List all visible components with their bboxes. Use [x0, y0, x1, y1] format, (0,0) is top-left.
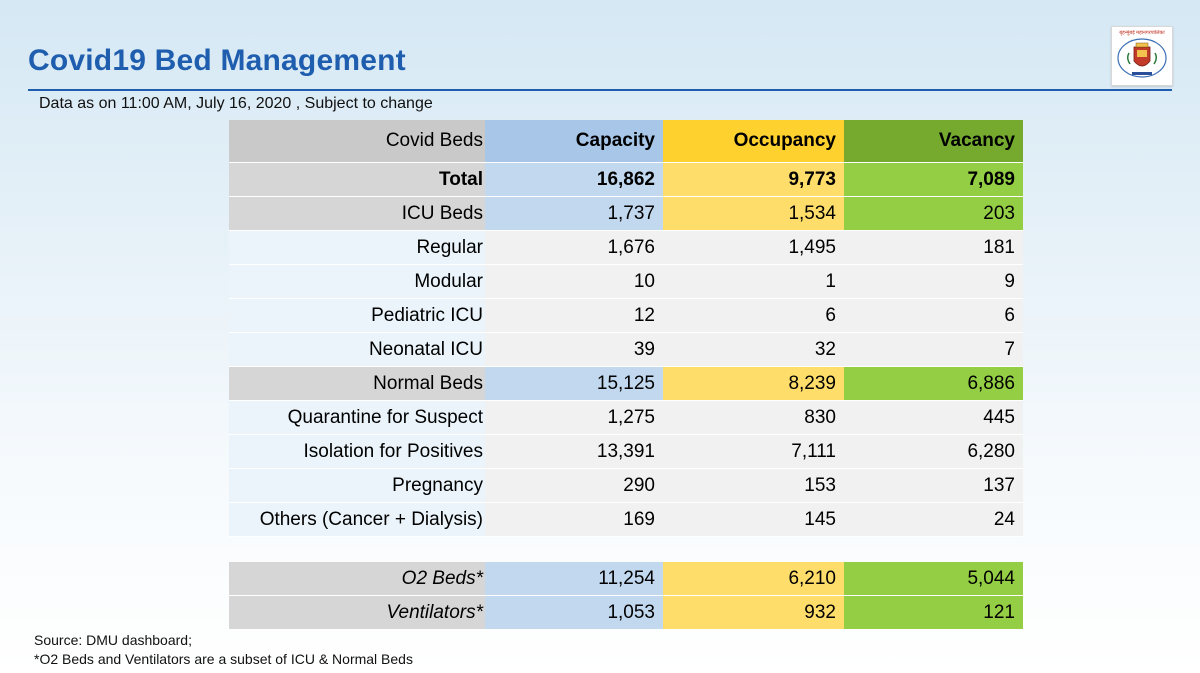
capacity-cell: 15,125	[485, 366, 663, 401]
page-title: Covid19 Bed Management	[28, 44, 406, 77]
column-header-occupancy: Occupancy	[663, 120, 844, 163]
row-label: Neonatal ICU	[229, 332, 485, 367]
capacity-cell: 10	[485, 264, 663, 299]
vacancy-cell: 7,089	[844, 162, 1023, 197]
column-header-vacancy: Vacancy	[844, 120, 1023, 163]
vacancy-cell: 445	[844, 400, 1023, 435]
row-label: Total	[229, 162, 485, 197]
data-timestamp: Data as on 11:00 AM, July 16, 2020 , Sub…	[39, 95, 433, 112]
capacity-cell: 13,391	[485, 434, 663, 469]
vacancy-cell: 181	[844, 230, 1023, 265]
occupancy-cell: 32	[663, 332, 844, 367]
oxygen-ventilator-table: O2 Beds* 11,254 6,210 5,044 Ventilators*…	[229, 562, 1023, 630]
row-label: Others (Cancer + Dialysis)	[229, 502, 485, 537]
occupancy-cell: 7,111	[663, 434, 844, 469]
occupancy-cell: 6,210	[663, 562, 844, 596]
capacity-cell: 39	[485, 332, 663, 367]
table-row: Pediatric ICU 12 6 6	[229, 298, 1023, 333]
row-label: Ventilators*	[229, 595, 485, 630]
occupancy-cell: 8,239	[663, 366, 844, 401]
occupancy-cell: 1	[663, 264, 844, 299]
capacity-cell: 169	[485, 502, 663, 537]
column-header-covid-beds: Covid Beds	[229, 120, 485, 163]
source-note: Source: DMU dashboard;	[34, 632, 192, 648]
row-label: O2 Beds*	[229, 562, 485, 596]
row-label: Pregnancy	[229, 468, 485, 503]
capacity-cell: 1,676	[485, 230, 663, 265]
capacity-cell: 16,862	[485, 162, 663, 197]
title-divider	[28, 89, 1172, 91]
row-label: Modular	[229, 264, 485, 299]
column-header-capacity: Capacity	[485, 120, 663, 163]
capacity-cell: 1,053	[485, 595, 663, 630]
occupancy-cell: 830	[663, 400, 844, 435]
vacancy-cell: 6,886	[844, 366, 1023, 401]
row-label: Regular	[229, 230, 485, 265]
occupancy-cell: 1,534	[663, 196, 844, 231]
table-row: Quarantine for Suspect 1,275 830 445	[229, 400, 1023, 435]
capacity-cell: 1,275	[485, 400, 663, 435]
table-row-ventilators: Ventilators* 1,053 932 121	[229, 595, 1023, 630]
table-row: Modular 10 1 9	[229, 264, 1023, 299]
capacity-cell: 12	[485, 298, 663, 333]
occupancy-cell: 1,495	[663, 230, 844, 265]
table-row-total: Total 16,862 9,773 7,089	[229, 162, 1023, 197]
bed-table: Covid Beds Capacity Occupancy Vacancy To…	[229, 120, 1023, 537]
vacancy-cell: 137	[844, 468, 1023, 503]
vacancy-cell: 203	[844, 196, 1023, 231]
vacancy-cell: 24	[844, 502, 1023, 537]
capacity-cell: 11,254	[485, 562, 663, 596]
vacancy-cell: 7	[844, 332, 1023, 367]
occupancy-cell: 932	[663, 595, 844, 630]
vacancy-cell: 6	[844, 298, 1023, 333]
occupancy-cell: 153	[663, 468, 844, 503]
table-row: Neonatal ICU 39 32 7	[229, 332, 1023, 367]
occupancy-cell: 9,773	[663, 162, 844, 197]
row-label: Isolation for Positives	[229, 434, 485, 469]
capacity-cell: 1,737	[485, 196, 663, 231]
row-label: Quarantine for Suspect	[229, 400, 485, 435]
occupancy-cell: 145	[663, 502, 844, 537]
vacancy-cell: 5,044	[844, 562, 1023, 596]
table-row: Pregnancy 290 153 137	[229, 468, 1023, 503]
row-label: Pediatric ICU	[229, 298, 485, 333]
occupancy-cell: 6	[663, 298, 844, 333]
capacity-cell: 290	[485, 468, 663, 503]
municipal-crest-icon: बृहन्मुंबई महानगरपालिका	[1111, 26, 1173, 86]
table-row-normal-beds: Normal Beds 15,125 8,239 6,886	[229, 366, 1023, 401]
table-row: Others (Cancer + Dialysis) 169 145 24	[229, 502, 1023, 537]
table-row: Regular 1,676 1,495 181	[229, 230, 1023, 265]
row-label: ICU Beds	[229, 196, 485, 231]
logo-text: बृहन्मुंबई महानगरपालिका	[1119, 30, 1165, 36]
table-row: Isolation for Positives 13,391 7,111 6,2…	[229, 434, 1023, 469]
table-row-o2-beds: O2 Beds* 11,254 6,210 5,044	[229, 562, 1023, 596]
table-header-row: Covid Beds Capacity Occupancy Vacancy	[229, 120, 1023, 163]
subset-footnote: *O2 Beds and Ventilators are a subset of…	[34, 651, 413, 667]
vacancy-cell: 6,280	[844, 434, 1023, 469]
row-label: Normal Beds	[229, 366, 485, 401]
table-row-icu-beds: ICU Beds 1,737 1,534 203	[229, 196, 1023, 231]
vacancy-cell: 9	[844, 264, 1023, 299]
vacancy-cell: 121	[844, 595, 1023, 630]
